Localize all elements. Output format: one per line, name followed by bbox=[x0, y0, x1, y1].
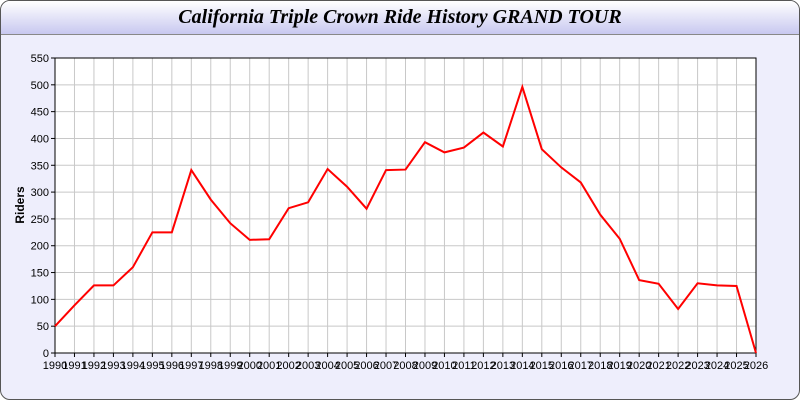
x-tick-label: 1998 bbox=[199, 360, 223, 372]
x-tick-label: 2015 bbox=[530, 360, 554, 372]
x-tick-label: 1997 bbox=[179, 360, 203, 372]
x-tick-label: 2009 bbox=[413, 360, 437, 372]
x-tick-label: 2018 bbox=[588, 360, 612, 372]
x-tick-label: 1991 bbox=[62, 360, 86, 372]
y-axis-label: Riders bbox=[13, 186, 27, 224]
x-tick-label: 1990 bbox=[43, 360, 67, 372]
x-tick-label: 2024 bbox=[705, 360, 729, 372]
x-tick-label: 2004 bbox=[315, 360, 339, 372]
y-tick-label: 100 bbox=[31, 294, 49, 306]
x-tick-label: 2023 bbox=[685, 360, 709, 372]
x-tick-label: 2000 bbox=[237, 360, 261, 372]
chart-title: California Triple Crown Ride History GRA… bbox=[178, 6, 622, 28]
x-tick-label: 1992 bbox=[82, 360, 106, 372]
y-tick-label: 0 bbox=[43, 348, 49, 360]
y-tick-label: 350 bbox=[31, 160, 49, 172]
x-tick-label: 1993 bbox=[101, 360, 125, 372]
y-tick-label: 400 bbox=[31, 133, 49, 145]
y-tick-label: 500 bbox=[31, 80, 49, 92]
x-tick-label: 2002 bbox=[276, 360, 300, 372]
y-tick-label: 50 bbox=[37, 321, 49, 333]
title-bar: California Triple Crown Ride History GRA… bbox=[1, 1, 799, 35]
x-tick-label: 1994 bbox=[121, 360, 145, 372]
x-tick-label: 2025 bbox=[724, 360, 748, 372]
x-tick-label: 2008 bbox=[393, 360, 417, 372]
x-tick-label: 2007 bbox=[374, 360, 398, 372]
x-tick-label: 2012 bbox=[471, 360, 495, 372]
x-tick-label: 2026 bbox=[744, 360, 768, 372]
x-tick-label: 2016 bbox=[549, 360, 573, 372]
x-tick-label: 2010 bbox=[432, 360, 456, 372]
y-tick-label: 250 bbox=[31, 214, 49, 226]
x-tick-label: 2014 bbox=[510, 360, 534, 372]
x-tick-label: 2013 bbox=[491, 360, 515, 372]
y-tick-label: 450 bbox=[31, 107, 49, 119]
y-tick-label: 550 bbox=[31, 53, 49, 65]
x-tick-label: 2022 bbox=[666, 360, 690, 372]
x-tick-label: 2019 bbox=[607, 360, 631, 372]
x-tick-label: 2005 bbox=[335, 360, 359, 372]
x-tick-label: 1995 bbox=[140, 360, 164, 372]
x-tick-label: 1996 bbox=[160, 360, 184, 372]
series-line bbox=[54, 83, 757, 354]
y-tick-label: 300 bbox=[31, 187, 49, 199]
x-tick-label: 2006 bbox=[354, 360, 378, 372]
x-tick-label: 2001 bbox=[257, 360, 281, 372]
y-tick-label: 200 bbox=[31, 241, 49, 253]
y-tick-label: 150 bbox=[31, 268, 49, 280]
x-tick-label: 2021 bbox=[646, 360, 670, 372]
plot-border bbox=[54, 57, 757, 354]
x-tick-label: 2003 bbox=[296, 360, 320, 372]
x-tick-label: 1999 bbox=[218, 360, 242, 372]
x-tick-label: 2017 bbox=[569, 360, 593, 372]
x-tick-label: 2011 bbox=[452, 360, 476, 372]
x-tick-label: 2020 bbox=[627, 360, 651, 372]
